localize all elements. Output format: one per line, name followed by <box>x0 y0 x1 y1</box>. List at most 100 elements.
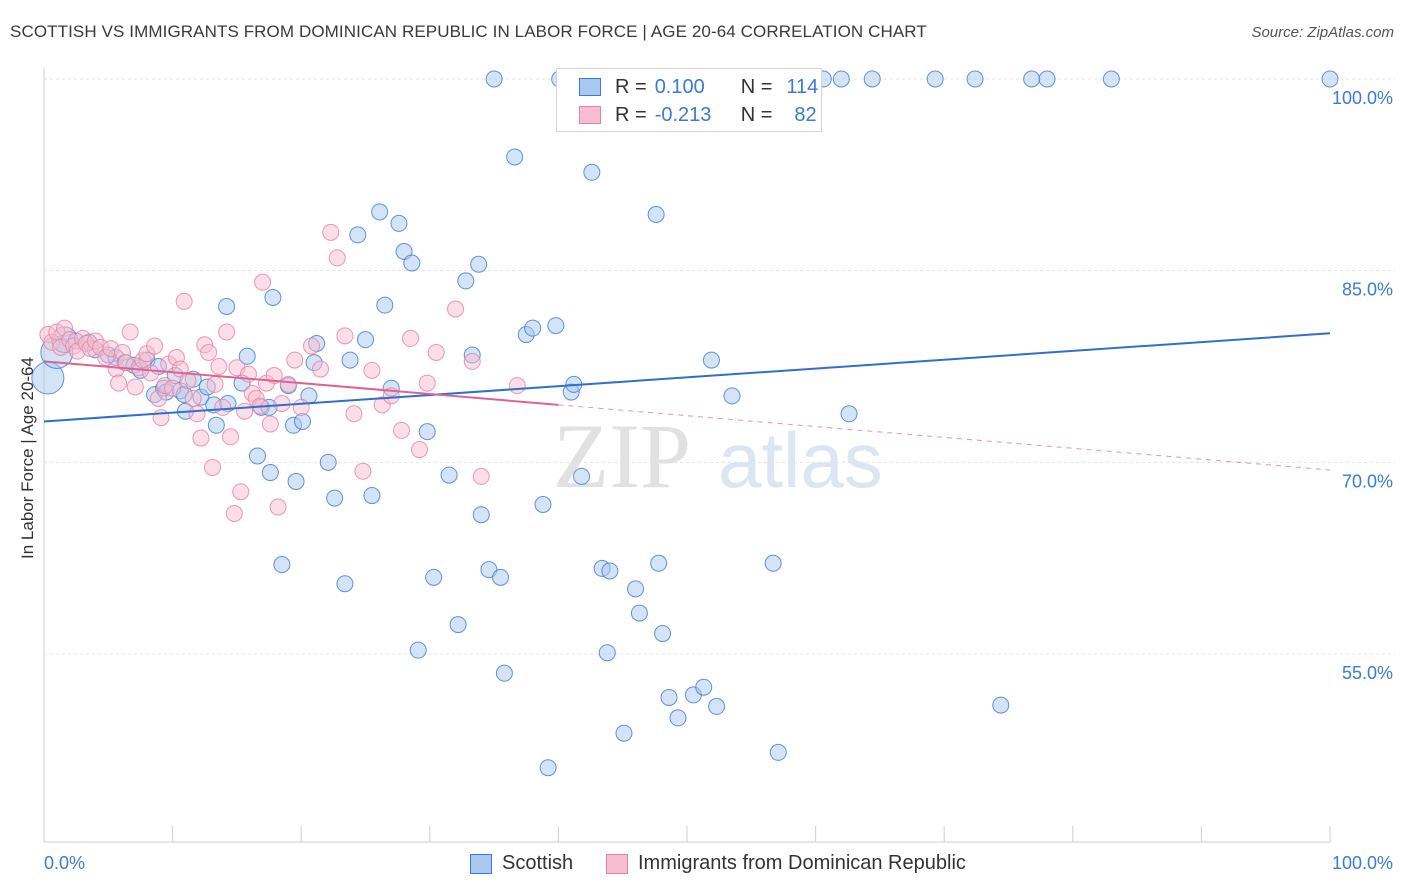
scottish-point <box>264 289 282 306</box>
dominican-point <box>254 273 272 291</box>
dominican-point <box>418 374 436 392</box>
dominican-point <box>311 360 329 378</box>
data-points <box>31 70 1339 777</box>
scottish-point <box>601 562 619 580</box>
scottish-point <box>492 568 510 586</box>
scottish-point <box>1321 70 1339 88</box>
dominican-point <box>345 405 363 423</box>
scottish-point <box>470 255 488 273</box>
dominican-point <box>200 343 218 361</box>
x-tick-label: 0.0% <box>44 853 85 873</box>
dominican-point <box>354 462 372 480</box>
scottish-point <box>326 489 344 507</box>
scottish-point <box>506 148 524 166</box>
dominican-point <box>292 398 310 416</box>
legend-item-dominican[interactable]: Immigrants from Dominican Republic <box>606 852 966 875</box>
dominican-point <box>203 458 221 476</box>
dominican-point <box>110 374 128 392</box>
scottish-point <box>371 203 389 221</box>
scottish-point <box>449 616 467 634</box>
scottish-point <box>669 709 687 727</box>
scottish-point <box>547 317 565 335</box>
stats-legend: R = 0.100 N = 114 R = -0.213 N = 82 <box>556 68 822 132</box>
scottish-point <box>1023 70 1041 88</box>
scottish-point <box>723 387 741 405</box>
scottish-point <box>654 625 672 643</box>
dominican-point <box>286 351 304 369</box>
scottish-point <box>349 226 367 244</box>
legend-row-scottish: R = 0.100 N = 114 <box>579 73 818 101</box>
legend-r-label: R = <box>615 75 647 98</box>
scottish-point <box>495 664 513 682</box>
scottish-point <box>238 347 256 365</box>
dominican-point <box>336 327 354 345</box>
scottish-point <box>926 70 944 88</box>
dominican-trend-line <box>43 360 559 406</box>
dominican-point <box>206 375 224 393</box>
scottish-point <box>457 272 475 290</box>
trend-lines <box>43 332 1331 471</box>
scottish-point <box>598 644 616 662</box>
scottish-point <box>418 423 436 441</box>
dominican-point <box>328 249 346 267</box>
scottish-point <box>647 205 665 223</box>
scottish-point <box>1038 70 1056 88</box>
scottish-point <box>357 331 374 349</box>
dominican-point <box>184 389 202 407</box>
scottish-point <box>863 70 881 88</box>
scottish-point <box>319 453 337 471</box>
y-tick-label: 85.0% <box>1342 280 1393 300</box>
dominican-point <box>279 375 297 393</box>
axes <box>43 68 1331 843</box>
dominican-point <box>142 364 160 382</box>
legend-n-value: 82 <box>794 103 817 126</box>
y-axis-label: In Labor Force | Age 20-64 <box>18 357 37 559</box>
chart-title: SCOTTISH VS IMMIGRANTS FROM DOMINICAN RE… <box>10 22 927 41</box>
dominican-point <box>261 415 279 433</box>
dominican-point <box>269 498 287 516</box>
legend-n-value: 114 <box>786 75 819 98</box>
scottish-point <box>769 743 787 761</box>
y-tick-label: 100.0% <box>1332 88 1393 108</box>
scottish-point <box>440 466 458 484</box>
dominican-point <box>236 402 254 420</box>
dominican-point <box>188 405 206 423</box>
scottish-point <box>390 214 408 232</box>
scottish-point <box>273 556 291 574</box>
legend-swatch-pink <box>579 106 601 124</box>
axis-labels: In Labor Force | Age 20-64 55.0% 70.0% 85.… <box>18 88 1393 873</box>
scottish-point <box>425 568 443 586</box>
legend-swatch-scottish <box>470 853 492 874</box>
dominican-point <box>192 429 210 447</box>
series-legend: Scottish Immigrants from Dominican Repub… <box>0 852 1406 878</box>
scottish-point <box>1102 70 1120 88</box>
scottish-point <box>472 506 490 524</box>
dominican-point <box>232 483 250 501</box>
scottish-point <box>840 405 858 423</box>
scottish-point <box>583 163 601 181</box>
dominican-point <box>463 352 481 370</box>
scottish-point <box>708 697 726 715</box>
scottish-point <box>524 319 542 337</box>
scottish-point <box>539 759 557 777</box>
dominican-point <box>152 409 170 427</box>
dominican-point <box>218 323 236 341</box>
scottish-point <box>403 254 421 272</box>
y-tick-label: 55.0% <box>1342 663 1393 683</box>
legend-row-dominican: R = -0.213 N = 82 <box>579 101 817 129</box>
y-tick-label: 70.0% <box>1342 471 1393 491</box>
legend-item-scottish[interactable]: Scottish <box>470 852 573 875</box>
watermark: ZIP atlas <box>553 405 883 507</box>
scottish-point <box>218 297 236 315</box>
legend-r-value: -0.213 <box>654 103 712 126</box>
scottish-point <box>630 604 648 622</box>
dominican-point <box>214 398 232 416</box>
scottish-point <box>261 464 279 482</box>
scottish-point <box>207 416 225 434</box>
scottish-point <box>627 580 645 598</box>
scottish-point <box>832 70 850 88</box>
scottish-point <box>363 487 381 505</box>
scottish-point <box>293 412 311 430</box>
legend-label-scottish: Scottish <box>502 852 574 874</box>
